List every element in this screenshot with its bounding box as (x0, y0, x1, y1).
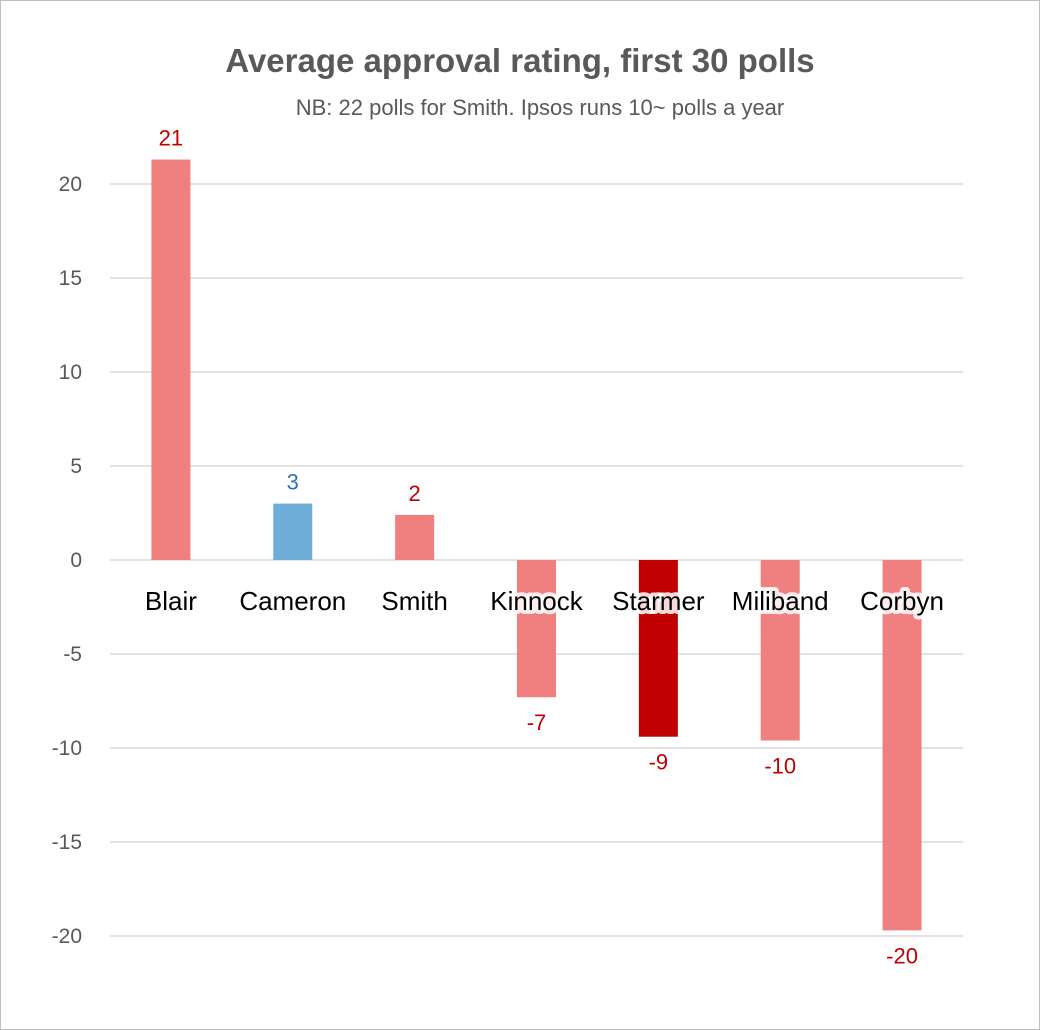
y-tick-label: 10 (59, 361, 82, 384)
data-label: 3 (287, 470, 299, 495)
data-label: 2 (409, 481, 421, 506)
data-label: -9 (649, 750, 669, 775)
category-label: Cameron (239, 586, 346, 616)
data-label: -20 (886, 943, 918, 968)
category-label: Corbyn (860, 586, 944, 616)
y-tick-label: 5 (70, 455, 82, 478)
bar (882, 560, 922, 931)
chart-subtitle: NB: 22 polls for Smith. Ipsos runs 10~ p… (295, 95, 785, 120)
bar (151, 159, 191, 560)
category-label: Blair (145, 586, 197, 616)
y-tick-label: -10 (52, 737, 82, 760)
category-label: Smith (381, 586, 447, 616)
bar (273, 503, 313, 560)
y-tick-label: 20 (59, 173, 82, 196)
category-label: Kinnock (490, 586, 583, 616)
category-label: Miliband (732, 586, 829, 616)
bar (395, 514, 435, 560)
y-tick-label: -5 (63, 643, 82, 666)
chart-title: Average approval rating, first 30 polls (225, 42, 815, 79)
y-tick-label: -20 (52, 925, 82, 948)
data-label: -10 (764, 753, 796, 778)
y-tick-label: 15 (59, 267, 82, 290)
bar (638, 560, 678, 737)
y-tick-label: 0 (70, 549, 82, 572)
data-label: 21 (159, 126, 183, 151)
y-tick-label: -15 (52, 831, 82, 854)
category-label: Starmer (612, 586, 705, 616)
bar (760, 560, 800, 741)
data-label: -7 (527, 710, 547, 735)
bar (517, 560, 556, 698)
